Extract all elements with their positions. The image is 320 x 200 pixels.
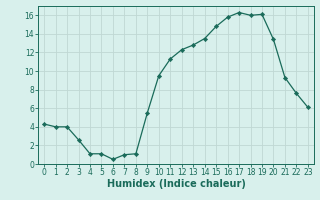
X-axis label: Humidex (Indice chaleur): Humidex (Indice chaleur) — [107, 179, 245, 189]
